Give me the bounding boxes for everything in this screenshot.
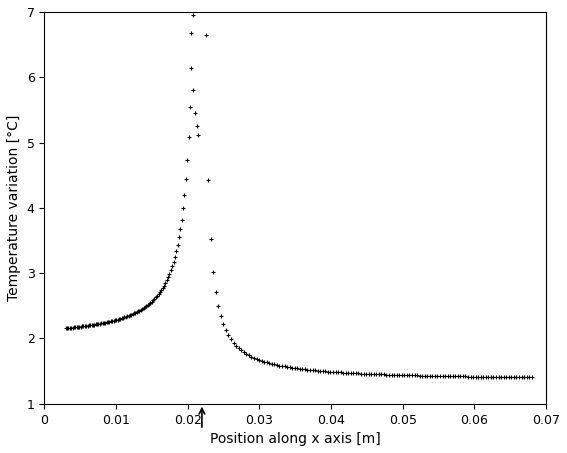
Y-axis label: Temperature variation [°C]: Temperature variation [°C] [7, 115, 21, 301]
X-axis label: Position along x axis [m]: Position along x axis [m] [210, 432, 380, 446]
